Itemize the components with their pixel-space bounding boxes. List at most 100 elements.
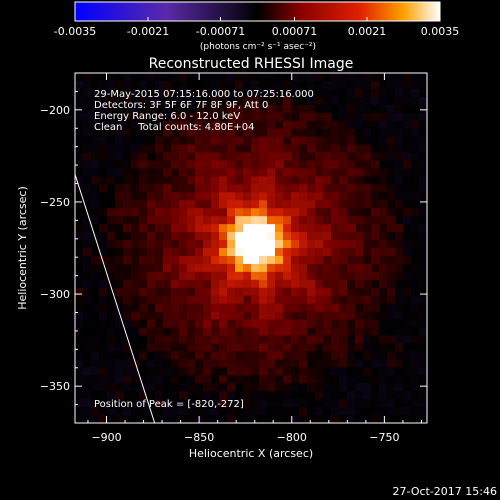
heatmap-cell (123, 343, 132, 352)
chart-title: Reconstructed RHESSI Image (149, 56, 354, 72)
heatmap-cell (307, 136, 316, 146)
heatmap-cell (203, 176, 212, 185)
heatmap-cell (123, 112, 132, 122)
heatmap-cell (99, 152, 108, 162)
heatmap-cell (283, 335, 292, 345)
heatmap-cell (219, 184, 228, 193)
heatmap-cell (187, 208, 196, 217)
heatmap-cell (155, 160, 164, 170)
heatmap-cell (339, 399, 348, 408)
heatmap-cell (115, 327, 124, 337)
heatmap-cell (235, 224, 244, 233)
heatmap-cell (403, 200, 412, 209)
heatmap-cell (371, 287, 380, 297)
heatmap-cell (131, 200, 140, 209)
heatmap-cell (195, 287, 204, 297)
heatmap-cell (355, 271, 364, 281)
heatmap-cell (163, 120, 172, 130)
heatmap-cell (195, 184, 204, 193)
heatmap-cell (123, 327, 132, 337)
heatmap-cell (299, 263, 308, 273)
heatmap-cell (243, 295, 252, 305)
heatmap-cell (91, 208, 100, 217)
heatmap-cell (291, 176, 300, 185)
heatmap-cell (187, 279, 196, 289)
heatmap-cell (299, 287, 308, 297)
heatmap-cell (235, 160, 244, 170)
heatmap-cell (147, 104, 156, 114)
heatmap-cell (107, 176, 116, 185)
heatmap-cell (195, 88, 204, 98)
heatmap-cell (123, 399, 132, 408)
heatmap-cell (267, 351, 276, 360)
heatmap-cell (371, 144, 380, 154)
heatmap-cell (347, 279, 356, 289)
heatmap-cell (131, 407, 140, 416)
heatmap-cell (147, 295, 156, 305)
heatmap-cell (387, 399, 396, 408)
heatmap-cell (307, 415, 316, 423)
heatmap-cell (259, 216, 268, 225)
heatmap-cell (235, 351, 244, 360)
heatmap-cell (275, 287, 284, 297)
heatmap-cell (123, 271, 132, 281)
heatmap-cell (403, 407, 412, 416)
heatmap-cell (179, 399, 188, 408)
heatmap-cell (131, 112, 140, 122)
heatmap-cell (299, 120, 308, 130)
heatmap-cell (403, 375, 412, 384)
heatmap-cell (251, 263, 260, 273)
heatmap-cell (243, 279, 252, 289)
heatmap-cell (307, 335, 316, 345)
heatmap-cell (251, 192, 260, 201)
heatmap-cell (211, 240, 220, 249)
heatmap-cell (187, 96, 196, 106)
heatmap-cell (155, 88, 164, 98)
heatmap-cell (115, 399, 124, 408)
heatmap-cell (123, 184, 132, 193)
heatmap-cell (203, 367, 212, 376)
heatmap-cell (155, 327, 164, 337)
heatmap-cell (123, 128, 132, 138)
heatmap-cell (363, 104, 372, 114)
heatmap-cell (171, 407, 180, 416)
heatmap-cell (347, 176, 356, 185)
heatmap-cell (387, 120, 396, 130)
heatmap-cell (283, 311, 292, 321)
heatmap-cell (211, 144, 220, 154)
heatmap-cell (179, 319, 188, 329)
heatmap-cell (179, 176, 188, 185)
heatmap-cell (371, 216, 380, 225)
heatmap-cell (355, 184, 364, 193)
heatmap-cell (323, 168, 332, 177)
heatmap-cell (99, 319, 108, 329)
heatmap-cell (347, 319, 356, 329)
heatmap-cell (387, 279, 396, 289)
heatmap-cell (187, 168, 196, 177)
heatmap-cell (379, 176, 388, 185)
heatmap-cell (131, 192, 140, 201)
heatmap-cell (315, 271, 324, 281)
heatmap-cell (115, 200, 124, 209)
heatmap-cell (387, 112, 396, 122)
heatmap-cell (163, 112, 172, 122)
heatmap-cell (363, 391, 372, 400)
heatmap-cell (339, 96, 348, 106)
heatmap-cell (283, 88, 292, 98)
heatmap-cell (179, 335, 188, 345)
heatmap-cell (411, 375, 420, 384)
heatmap-cell (379, 144, 388, 154)
heatmap-cell (347, 255, 356, 265)
heatmap-cell (275, 391, 284, 400)
heatmap-cell (91, 343, 100, 352)
heatmap-cell (219, 224, 228, 233)
heatmap-cell (355, 176, 364, 185)
heatmap-cell (371, 359, 380, 368)
heatmap-cell (283, 216, 292, 225)
heatmap-cell (331, 112, 340, 122)
heatmap-cell (195, 128, 204, 138)
heatmap-cell (115, 104, 124, 114)
heatmap-cell (107, 407, 116, 416)
heatmap-cell (243, 240, 252, 249)
heatmap-cell (419, 295, 427, 305)
